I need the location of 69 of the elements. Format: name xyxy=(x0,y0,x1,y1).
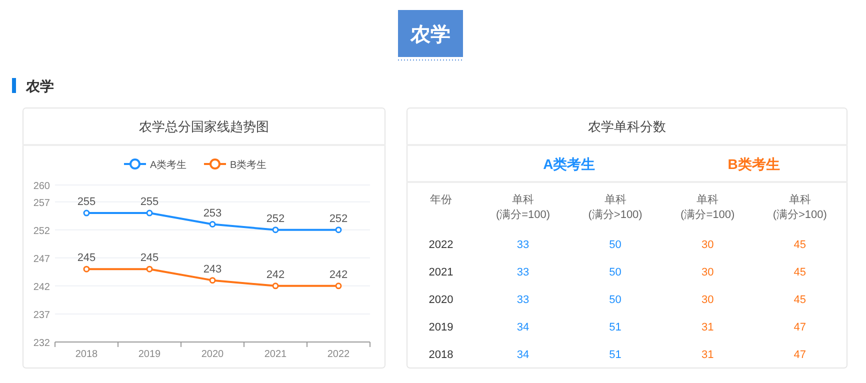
data-label: 34 xyxy=(516,349,530,361)
point xyxy=(335,282,342,290)
chart-title: 农学单科分数 xyxy=(588,119,666,134)
y-tick-label: 257 xyxy=(33,198,50,209)
y-tick-label: 2022 xyxy=(428,239,454,251)
data-label: 51 xyxy=(609,349,622,361)
y-tick-label: 242 xyxy=(33,282,50,293)
point xyxy=(209,277,216,284)
text: 农学 xyxy=(25,78,54,94)
x-tick-label: 单科 (满分>100) xyxy=(772,193,827,221)
x-tick-label: 2018 xyxy=(75,349,98,360)
data-label: 50 xyxy=(609,239,622,251)
chart-subtitle: B类考生 xyxy=(728,156,780,172)
point xyxy=(83,266,90,272)
point xyxy=(83,210,90,216)
data-label: 245 xyxy=(140,252,159,264)
point xyxy=(209,221,216,228)
data-label: 31 xyxy=(701,322,714,334)
data-label: 33 xyxy=(516,294,530,306)
chart-title: 农学总分国家线趋势图 xyxy=(139,119,269,134)
y-tick-label: 237 xyxy=(33,310,50,321)
x-tick-label: 单科 (满分=100) xyxy=(496,193,550,221)
data-label: 242 xyxy=(266,268,285,281)
y-tick-label: 247 xyxy=(33,254,50,265)
point xyxy=(146,266,153,272)
data-label: 252 xyxy=(329,212,348,225)
data-label: 245 xyxy=(77,252,96,264)
legend-label: B类考生 xyxy=(230,159,267,171)
y-tick-label: 2019 xyxy=(428,322,454,334)
data-label: 30 xyxy=(701,294,714,306)
data-label: 45 xyxy=(794,239,806,251)
data-label: 50 xyxy=(609,294,622,306)
data-label: 33 xyxy=(516,239,530,251)
data-label: 30 xyxy=(701,266,714,278)
data-label: 243 xyxy=(203,263,222,276)
data-label: 252 xyxy=(266,212,285,225)
data-label: 51 xyxy=(609,322,622,334)
data-label: 33 xyxy=(516,266,530,278)
data-label: 255 xyxy=(77,196,96,208)
point xyxy=(146,210,153,216)
point xyxy=(335,226,342,234)
x-tick-label: 2019 xyxy=(138,349,162,360)
data-label: 47 xyxy=(794,349,806,361)
data-label: 45 xyxy=(794,294,806,306)
y-tick-label: 2020 xyxy=(428,294,454,306)
y-tick-label: 252 xyxy=(33,226,50,237)
y-tick-label: 2021 xyxy=(428,266,454,278)
y-tick-label: 260 xyxy=(33,181,50,192)
y-axis-title: 年份 xyxy=(430,194,452,206)
x-tick-label: 单科 (满分=100) xyxy=(680,193,735,221)
x-tick-label: 单科 (满分>100) xyxy=(588,193,642,221)
x-tick-label: 2020 xyxy=(201,349,224,360)
data-label: 30 xyxy=(701,239,714,251)
legend-label: A类考生 xyxy=(150,159,187,171)
text: 农学 xyxy=(410,24,450,46)
data-label: 45 xyxy=(794,266,806,278)
point xyxy=(272,282,279,290)
y-tick-label: 232 xyxy=(33,338,50,349)
x-tick-label: 2021 xyxy=(264,349,288,360)
point xyxy=(272,226,279,234)
data-label: 47 xyxy=(794,322,806,334)
x-tick-label: 2022 xyxy=(327,349,350,360)
data-label: 31 xyxy=(701,349,714,361)
data-label: 255 xyxy=(140,196,159,208)
data-label: 50 xyxy=(609,266,622,278)
chart-subtitle: A类考生 xyxy=(543,156,596,172)
data-label: 242 xyxy=(329,268,348,281)
data-label: 253 xyxy=(203,207,222,220)
data-label: 34 xyxy=(516,322,530,334)
